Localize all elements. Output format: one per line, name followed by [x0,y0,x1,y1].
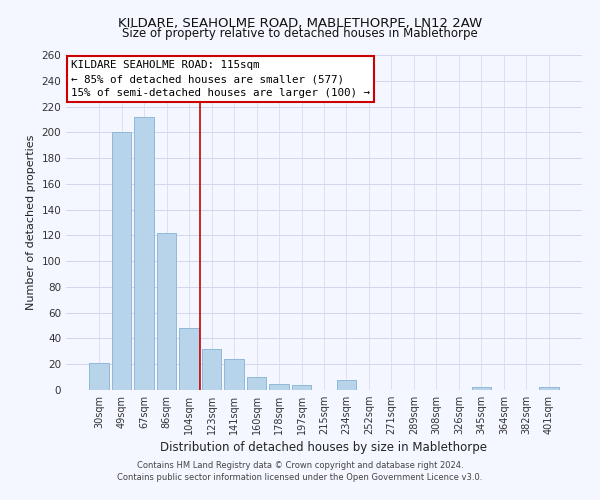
Bar [269,384,289,390]
Bar [247,377,266,390]
Bar [202,349,221,390]
Bar [179,328,199,390]
Bar [89,363,109,390]
Text: Contains public sector information licensed under the Open Government Licence v3: Contains public sector information licen… [118,473,482,482]
Y-axis label: Number of detached properties: Number of detached properties [26,135,36,310]
Text: Contains HM Land Registry data © Crown copyright and database right 2024.: Contains HM Land Registry data © Crown c… [137,460,463,469]
Bar [472,388,491,390]
Text: Size of property relative to detached houses in Mablethorpe: Size of property relative to detached ho… [122,28,478,40]
Bar [539,388,559,390]
Text: KILDARE, SEAHOLME ROAD, MABLETHORPE, LN12 2AW: KILDARE, SEAHOLME ROAD, MABLETHORPE, LN1… [118,18,482,30]
Text: KILDARE SEAHOLME ROAD: 115sqm
← 85% of detached houses are smaller (577)
15% of : KILDARE SEAHOLME ROAD: 115sqm ← 85% of d… [71,60,370,98]
Bar [224,359,244,390]
Bar [134,117,154,390]
Bar [337,380,356,390]
X-axis label: Distribution of detached houses by size in Mablethorpe: Distribution of detached houses by size … [161,442,487,454]
Bar [292,385,311,390]
Bar [112,132,131,390]
Bar [157,233,176,390]
